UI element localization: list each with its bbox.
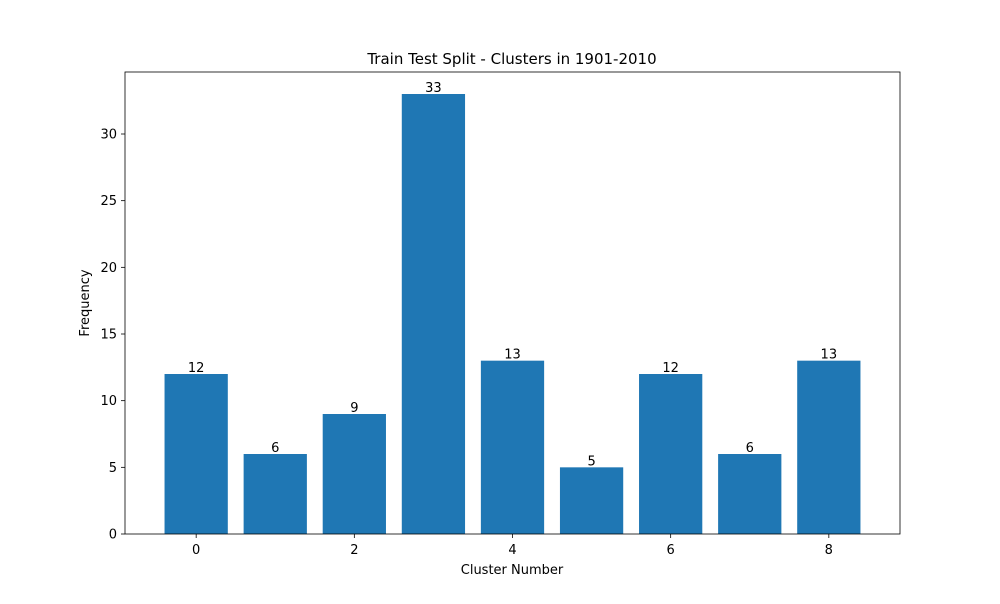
x-axis: 0 2 4 6 8 xyxy=(192,534,833,558)
bar-value-label-0: 12 xyxy=(188,361,205,376)
x-axis-label: Cluster Number xyxy=(461,563,564,578)
y-tick-label-15: 15 xyxy=(100,328,117,343)
y-tick-label-20: 20 xyxy=(100,261,117,276)
bar-cluster-2 xyxy=(322,414,386,534)
bar-value-label-1: 6 xyxy=(271,441,279,456)
y-axis: 0 5 10 15 20 25 30 xyxy=(100,128,125,543)
bar-cluster-1 xyxy=(243,454,307,534)
bar-cluster-8 xyxy=(797,360,861,534)
bar-cluster-5 xyxy=(559,467,624,534)
value-labels-layer: 12 6 9 33 13 5 12 6 13 xyxy=(188,81,837,469)
y-tick-label-25: 25 xyxy=(100,194,117,209)
y-axis-label: Frequency xyxy=(78,269,93,336)
bar-cluster-4 xyxy=(480,360,545,534)
x-tick-label-2: 2 xyxy=(350,543,358,558)
x-tick-label-4: 4 xyxy=(508,543,516,558)
bar-cluster-0 xyxy=(164,374,228,534)
y-tick-label-0: 0 xyxy=(109,528,117,543)
x-tick-label-0: 0 xyxy=(192,543,200,558)
bar-cluster-7 xyxy=(718,454,782,534)
y-tick-label-5: 5 xyxy=(109,461,117,476)
bar-cluster-6 xyxy=(639,374,703,534)
bar-value-label-6: 12 xyxy=(662,361,679,376)
y-tick-label-30: 30 xyxy=(100,128,117,143)
x-tick-label-8: 8 xyxy=(825,543,833,558)
plot-frame xyxy=(124,71,901,535)
bar-value-label-2: 9 xyxy=(350,401,358,416)
bar-value-label-8: 13 xyxy=(821,348,838,363)
bar-value-label-7: 6 xyxy=(746,441,754,456)
bar-cluster-3 xyxy=(401,94,466,534)
bars-layer xyxy=(164,94,861,534)
bar-value-label-3: 33 xyxy=(425,81,442,96)
bar-value-label-5: 5 xyxy=(587,454,595,469)
bar-value-label-4: 13 xyxy=(504,348,521,363)
x-tick-label-6: 6 xyxy=(667,543,675,558)
y-tick-label-10: 10 xyxy=(100,394,117,409)
chart-title: Train Test Split - Clusters in 1901-2010 xyxy=(366,50,656,68)
